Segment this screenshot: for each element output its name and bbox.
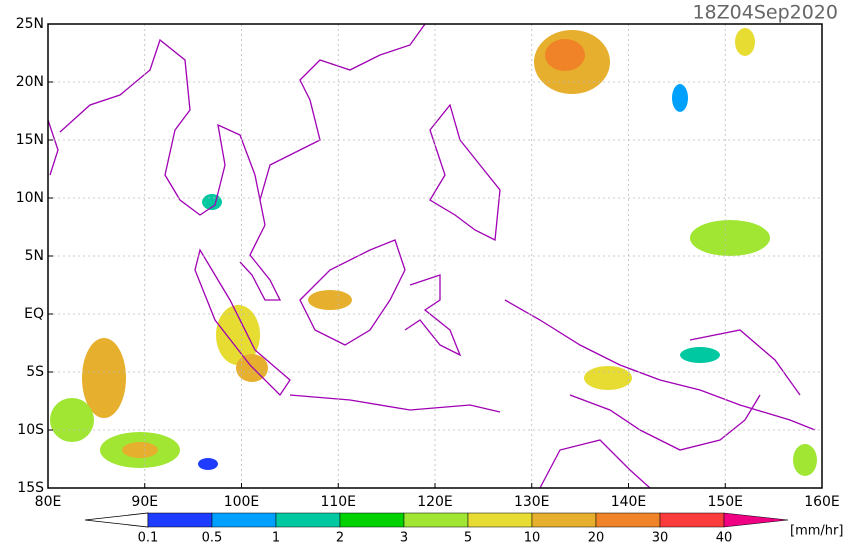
rain-area bbox=[545, 39, 585, 71]
colorbar-unit: [mm/hr] bbox=[790, 524, 843, 539]
colorbar-bin bbox=[147, 512, 213, 528]
coastline bbox=[429, 103, 501, 242]
y-tick-label: 10S bbox=[17, 422, 44, 438]
coastline bbox=[59, 23, 426, 226]
coastlines bbox=[47, 23, 816, 489]
coastline bbox=[404, 274, 462, 357]
x-tick-label: 150E bbox=[707, 494, 743, 510]
rain-areas bbox=[50, 28, 817, 476]
coastline bbox=[569, 394, 761, 451]
rain-area bbox=[680, 347, 720, 363]
colorbar-bin bbox=[275, 512, 341, 528]
rain-area bbox=[690, 220, 770, 256]
colorbar-bin bbox=[211, 512, 277, 528]
colorbar-label: 5 bbox=[464, 531, 472, 544]
colorbar-label: 20 bbox=[588, 531, 605, 544]
coastline bbox=[239, 224, 282, 301]
colorbar-label: 0.1 bbox=[138, 531, 159, 544]
x-tick-label: 90E bbox=[131, 494, 158, 510]
x-tick-label: 130E bbox=[514, 494, 550, 510]
colorbar-label: 2 bbox=[336, 531, 344, 544]
rain-area bbox=[672, 84, 688, 112]
rain-area bbox=[82, 338, 126, 418]
colorbar-bin bbox=[339, 512, 405, 528]
x-tick-label: 120E bbox=[417, 494, 453, 510]
coastline bbox=[299, 239, 406, 346]
x-tick-label: 160E bbox=[804, 494, 840, 510]
rain-area bbox=[50, 398, 94, 442]
colorbar-label: 40 bbox=[716, 531, 733, 544]
map-title: 18Z04Sep2020 bbox=[692, 2, 838, 24]
coastline bbox=[289, 394, 501, 413]
colorbar-label: 10 bbox=[524, 531, 541, 544]
coastline bbox=[539, 439, 651, 489]
colorbar-bin bbox=[595, 512, 661, 528]
coastline bbox=[47, 119, 59, 176]
rain-area bbox=[198, 458, 218, 470]
y-tick-label: 15N bbox=[16, 132, 44, 148]
colorbar-bin bbox=[531, 512, 597, 528]
x-tick-label: 100E bbox=[224, 494, 260, 510]
colorbar-bin bbox=[467, 512, 533, 528]
x-tick-label: 110E bbox=[320, 494, 356, 510]
colorbar-bin bbox=[403, 512, 469, 528]
y-tick-label: 20N bbox=[16, 74, 44, 90]
y-tick-label: EQ bbox=[24, 306, 44, 322]
colorbar-label: 3 bbox=[400, 531, 408, 544]
y-tick-label: 15S bbox=[17, 480, 44, 496]
colorbar-label: 1 bbox=[272, 531, 280, 544]
y-tick-label: 5N bbox=[25, 248, 44, 264]
x-tick-label: 140E bbox=[611, 494, 647, 510]
y-tick-label: 10N bbox=[16, 190, 44, 206]
colorbar-label: 0.5 bbox=[202, 531, 223, 544]
coastline bbox=[504, 299, 816, 431]
rain-area bbox=[216, 305, 260, 365]
coastline bbox=[194, 248, 291, 397]
colorbar-bin bbox=[659, 512, 725, 528]
colorbar-over bbox=[723, 512, 789, 528]
y-tick-label: 25N bbox=[16, 16, 44, 32]
rain-area bbox=[122, 442, 158, 458]
rain-area bbox=[584, 366, 632, 390]
x-tick-label: 80E bbox=[35, 494, 62, 510]
rain-area bbox=[735, 28, 755, 56]
coastline bbox=[689, 329, 801, 396]
y-tick-label: 5S bbox=[26, 364, 44, 380]
colorbar-label: 30 bbox=[652, 531, 669, 544]
rain-area bbox=[308, 290, 352, 310]
rain-area bbox=[793, 444, 817, 476]
